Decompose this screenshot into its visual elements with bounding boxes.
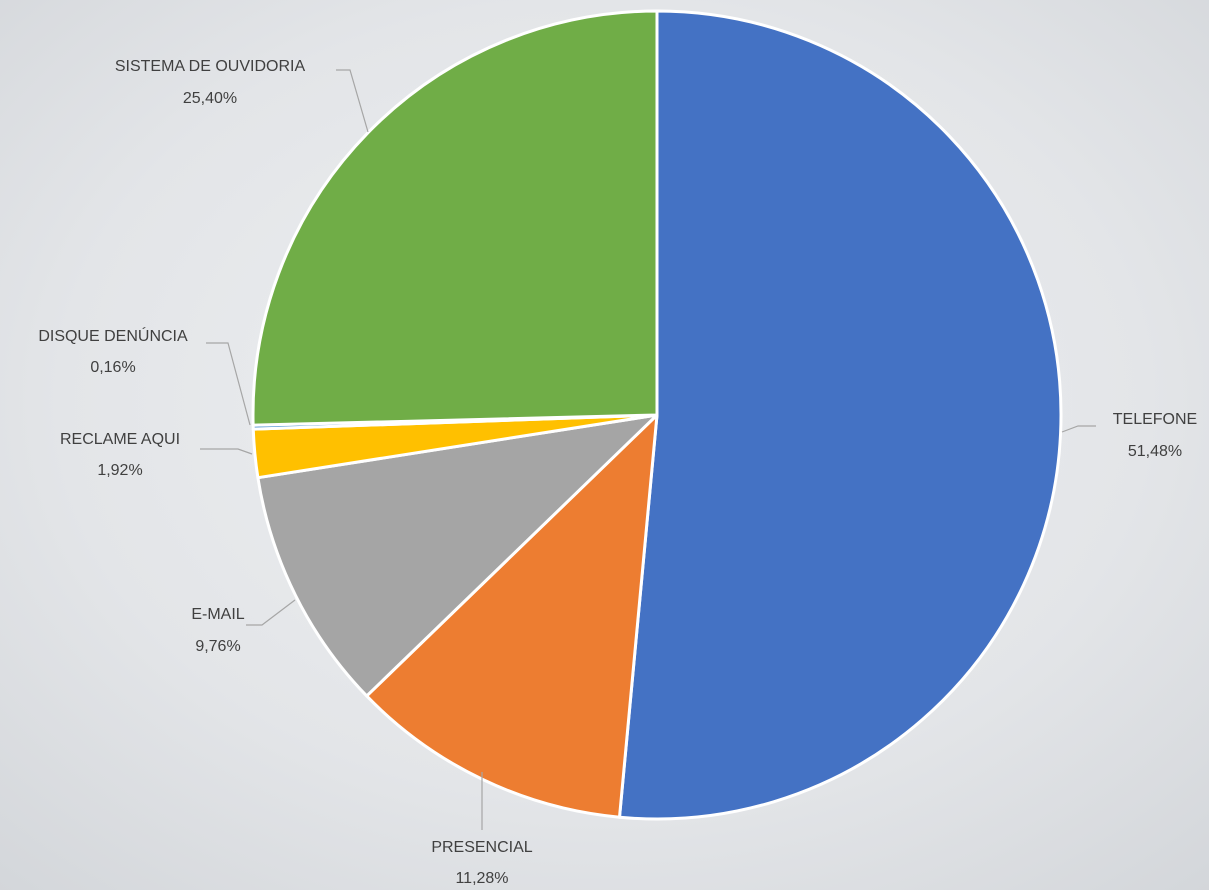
pie <box>251 9 1063 821</box>
leader-line <box>200 448 253 455</box>
slice-name: RECLAME AQUI <box>60 431 180 448</box>
leader-line <box>336 69 369 133</box>
slice-name: SISTEMA DE OUVIDORIA <box>115 58 306 75</box>
slice-name: E-MAIL <box>191 606 244 623</box>
pie-slice <box>617 9 1063 821</box>
labels: TELEFONE 51,48% PRESENCIAL 11,28% E-MAIL 9,76… <box>38 58 1197 887</box>
slice-name: TELEFONE <box>1113 411 1197 428</box>
pie-slice <box>251 9 659 427</box>
leader-line <box>206 342 251 426</box>
slice-value-label: 1,92% <box>97 462 142 479</box>
slice-name: DISQUE DENÚNCIA <box>38 326 188 345</box>
leader-line <box>1061 425 1096 433</box>
leader-line <box>246 599 296 626</box>
slice-value-label: 9,76% <box>195 638 240 655</box>
slice-value-label: 51,48% <box>1128 443 1182 460</box>
slice-value-label: 0,16% <box>90 359 135 376</box>
pie-slice <box>256 413 659 698</box>
slice-name: PRESENCIAL <box>431 839 532 856</box>
slice-value-label: 25,40% <box>183 90 237 107</box>
slice-value-label: 11,28% <box>455 870 508 887</box>
